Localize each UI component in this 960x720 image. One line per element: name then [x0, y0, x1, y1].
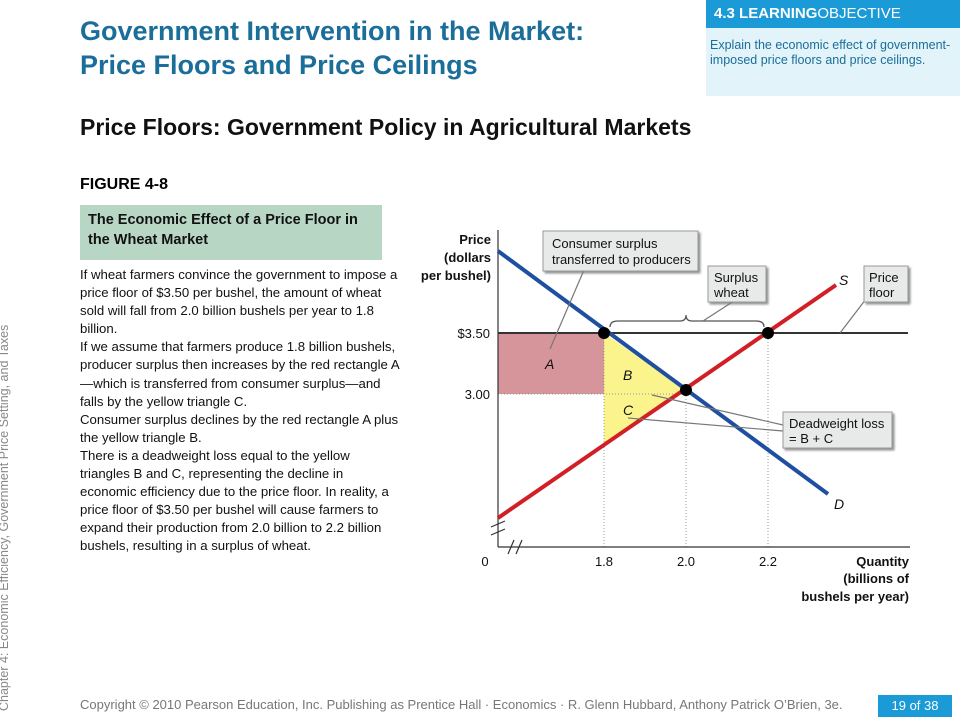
callout-connectors: [549, 269, 867, 432]
area-b-label: B: [623, 367, 632, 383]
axis-breaks: [490, 520, 523, 555]
connector-consumer-surplus: [549, 269, 585, 350]
callout-surplus-wheat-line2: wheat: [713, 285, 749, 300]
y-axis-title-line1: Price: [459, 232, 491, 247]
callout-surplus-wheat-box: [707, 265, 767, 303]
surplus-bracket: [609, 314, 765, 328]
objective-number: 4.3: [714, 5, 735, 22]
body-paragraph-3: Consumer surplus declines by the red rec…: [80, 411, 399, 445]
callout-consumer-surplus-line1: Consumer surplus: [552, 236, 658, 251]
x-axis-break: [507, 539, 523, 555]
callout-price-floor-line2: floor: [869, 285, 895, 300]
x-tick-22: 2.2: [759, 554, 777, 569]
point-floor-supply: [762, 327, 774, 339]
y-axis-title-line3: per bushel): [421, 268, 491, 283]
learning-objective-text: Explain the economic effect of governmen…: [710, 38, 951, 67]
area-a-rectangle: [498, 333, 604, 394]
x-axis-title-line1: Quantity: [856, 554, 909, 569]
chapter-side-label: Chapter 4: Economic Efficiency, Governme…: [0, 324, 11, 711]
callout-deadweight-box: [782, 411, 893, 449]
point-floor-demand: [598, 327, 610, 339]
y-tick-300: 3.00: [465, 387, 490, 402]
learning-objective-header: 4.3 LEARNINGOBJECTIVE: [706, 0, 960, 28]
connector-deadweight-b: [651, 394, 784, 426]
callout-consumer-surplus-box: [542, 230, 699, 272]
slide-title-line1: Government Intervention in the Market:: [80, 16, 585, 46]
x-tick-18: 1.8: [595, 554, 613, 569]
body-paragraph-1: If wheat farmers convince the government…: [80, 267, 398, 337]
connector-price-floor: [839, 298, 867, 334]
objective-label-rest: OBJECTIVE: [817, 5, 901, 22]
demand-curve: [496, 249, 830, 496]
copyright-footer: Copyright © 2010 Pearson Education, Inc.…: [80, 697, 843, 712]
body-paragraph-2: If we assume that farmers produce 1.8 bi…: [80, 339, 400, 409]
callout-surplus-wheat-line1: Surplus: [714, 270, 759, 285]
guide-lines: [498, 333, 769, 547]
y-tick-350: $3.50: [457, 326, 490, 341]
figure-label: FIGURE 4-8: [80, 176, 169, 193]
x-tick-20: 2.0: [677, 554, 695, 569]
supply-curve-label: S: [839, 272, 849, 288]
callout-deadweight-line2: = B + C: [789, 431, 833, 446]
section-subtitle: Price Floors: Government Policy in Agric…: [80, 114, 692, 140]
x-tick-0: 0: [481, 554, 488, 569]
callout-price-floor-line1: Price: [869, 270, 899, 285]
area-c-label: C: [623, 402, 634, 418]
supply-curve: [496, 283, 838, 520]
figure-caption: The Economic Effect of a Price Floor in …: [88, 212, 358, 248]
x-axis-title-line2: (billions of: [843, 571, 909, 586]
demand-curve-label: D: [834, 496, 844, 512]
y-axis-break: [490, 520, 506, 536]
slide-title: Government Intervention in the Market: P…: [80, 14, 690, 82]
area-bc-triangle: [604, 333, 686, 445]
callout-deadweight-line1: Deadweight loss: [789, 416, 885, 431]
slide-title-line2: Price Floors and Price Ceilings: [80, 50, 478, 80]
point-equilibrium: [680, 384, 692, 396]
body-paragraph-4: There is a deadweight loss equal to the …: [80, 447, 389, 554]
area-a-label: A: [544, 356, 554, 372]
page-number-badge: 19 of 38: [878, 695, 952, 717]
body-text: If wheat farmers convince the government…: [80, 266, 400, 556]
callout-boxes: [542, 230, 909, 449]
price-floor-diagram: Consumer surplus transferred to producer…: [421, 230, 910, 604]
callout-consumer-surplus-line2: transferred to producers: [552, 252, 691, 267]
objective-label-bold: LEARNING: [739, 5, 818, 22]
connector-surplus-wheat: [702, 298, 738, 322]
connector-deadweight-c: [627, 417, 784, 432]
y-axis-title-line2: (dollars: [444, 250, 491, 265]
x-axis-title-line3: bushels per year): [801, 589, 909, 604]
callout-price-floor-box: [863, 265, 909, 303]
caption-box: [80, 205, 382, 260]
